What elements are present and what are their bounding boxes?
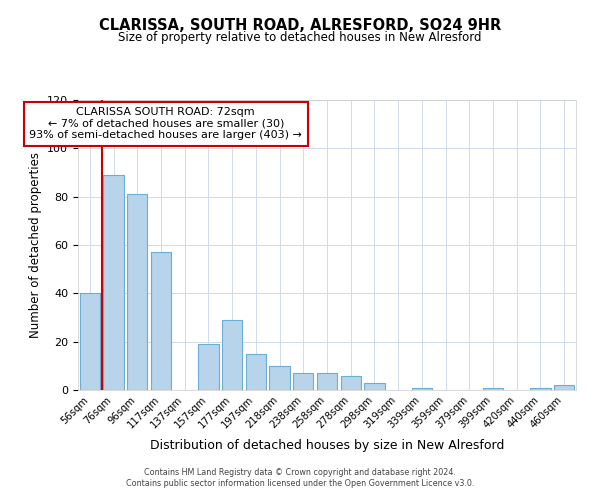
- Bar: [530, 388, 551, 390]
- Y-axis label: Number of detached properties: Number of detached properties: [29, 152, 41, 338]
- Text: Size of property relative to detached houses in New Alresford: Size of property relative to detached ho…: [118, 31, 482, 44]
- Text: Contains HM Land Registry data © Crown copyright and database right 2024.
Contai: Contains HM Land Registry data © Crown c…: [126, 468, 474, 487]
- Bar: [412, 388, 432, 390]
- Bar: [317, 373, 337, 390]
- Bar: [269, 366, 290, 390]
- Bar: [554, 385, 574, 390]
- Bar: [222, 320, 242, 390]
- Bar: [199, 344, 218, 390]
- Bar: [483, 388, 503, 390]
- X-axis label: Distribution of detached houses by size in New Alresford: Distribution of detached houses by size …: [150, 439, 504, 452]
- Text: CLARISSA, SOUTH ROAD, ALRESFORD, SO24 9HR: CLARISSA, SOUTH ROAD, ALRESFORD, SO24 9H…: [99, 18, 501, 32]
- Bar: [341, 376, 361, 390]
- Bar: [80, 294, 100, 390]
- Text: CLARISSA SOUTH ROAD: 72sqm
← 7% of detached houses are smaller (30)
93% of semi-: CLARISSA SOUTH ROAD: 72sqm ← 7% of detac…: [29, 108, 302, 140]
- Bar: [103, 175, 124, 390]
- Bar: [293, 373, 313, 390]
- Bar: [151, 252, 171, 390]
- Bar: [127, 194, 148, 390]
- Bar: [364, 383, 385, 390]
- Bar: [246, 354, 266, 390]
